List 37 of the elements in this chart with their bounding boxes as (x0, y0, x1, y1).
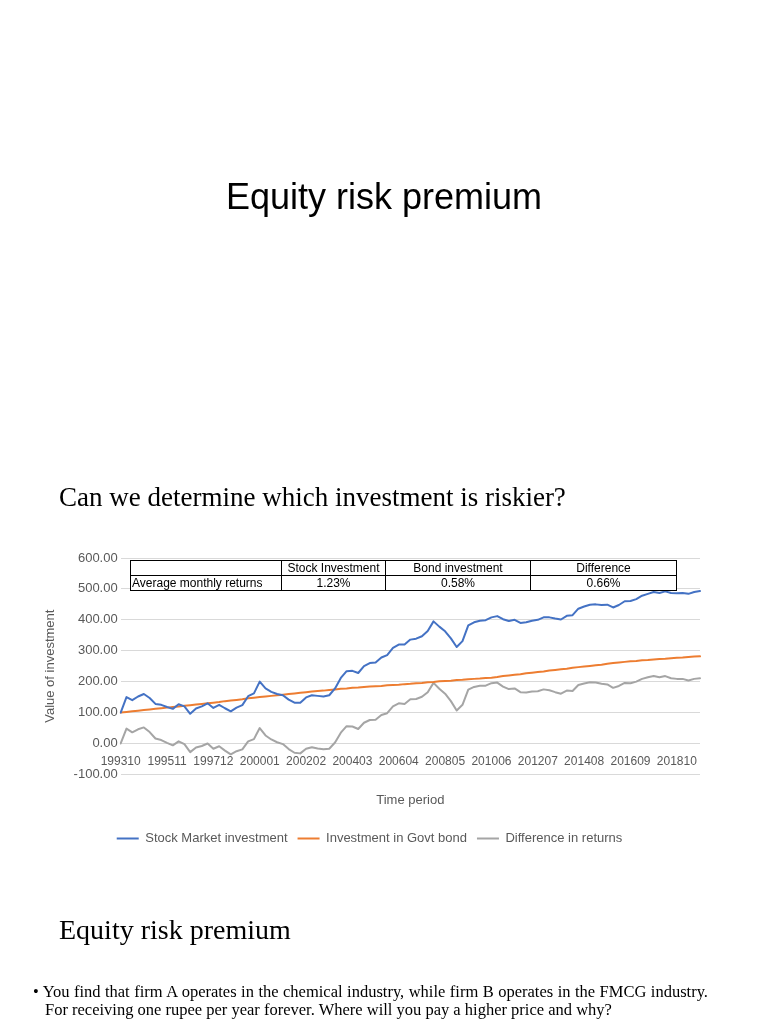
x-tick-label: 200604 (378, 754, 420, 768)
x-tick-label: 201810 (656, 754, 698, 768)
x-tick-label: 200403 (332, 754, 373, 768)
y-tick-label: 600.00 (77, 549, 118, 565)
y-tick-label: 100.00 (77, 704, 118, 720)
y-tick-label: -100.00 (73, 765, 118, 781)
text: 0.58% (440, 576, 476, 590)
text: 0.66% (586, 576, 621, 590)
legend-label: Stock Market investment (145, 830, 288, 846)
chart-subtitle: Can we determine which investment is riskier? (59, 481, 566, 513)
category-label: Bond investment (385, 560, 531, 576)
legend-label: Difference in returns (505, 830, 623, 846)
y-tick-label: 500.00 (77, 580, 118, 596)
x-tick-label: 201207 (517, 754, 559, 768)
x-tick-label: 201006 (471, 754, 512, 768)
x-tick-label: 200805 (425, 754, 466, 768)
x-tick-label: 199511 (147, 754, 187, 768)
chart-title: Equity risk premium (224, 175, 544, 219)
legend-label: Investment in Govt bond (326, 830, 467, 846)
x-tick-label: 201408 (564, 754, 605, 768)
category-label: Difference (530, 560, 677, 576)
text: Equity risk premium (59, 913, 291, 947)
category-label: Stock Investment (281, 560, 386, 576)
y-tick-label: 400.00 (77, 611, 118, 627)
x-axis-title: Time period (376, 791, 445, 807)
category-label: Average monthly returns (132, 576, 263, 590)
y-tick-label: 0.00 (92, 735, 118, 751)
x-tick-label: 201609 (610, 754, 651, 768)
text: 1.23% (316, 576, 351, 590)
x-tick-label: 200001 (239, 754, 281, 768)
x-tick-label: 200202 (286, 754, 327, 768)
y-tick-label: 200.00 (77, 673, 118, 689)
y-axis-title: Value of investment (42, 609, 58, 723)
y-tick-label: 300.00 (77, 642, 118, 658)
text: • You find that firm A operates in the chemical industry, while firm B operates in the FMCG industry. For receiving one rupee per year forever. Where will you pay a higher price and why? (33, 982, 708, 1019)
x-tick-label: 199712 (193, 754, 234, 768)
x-tick-label: 199310 (100, 754, 142, 768)
